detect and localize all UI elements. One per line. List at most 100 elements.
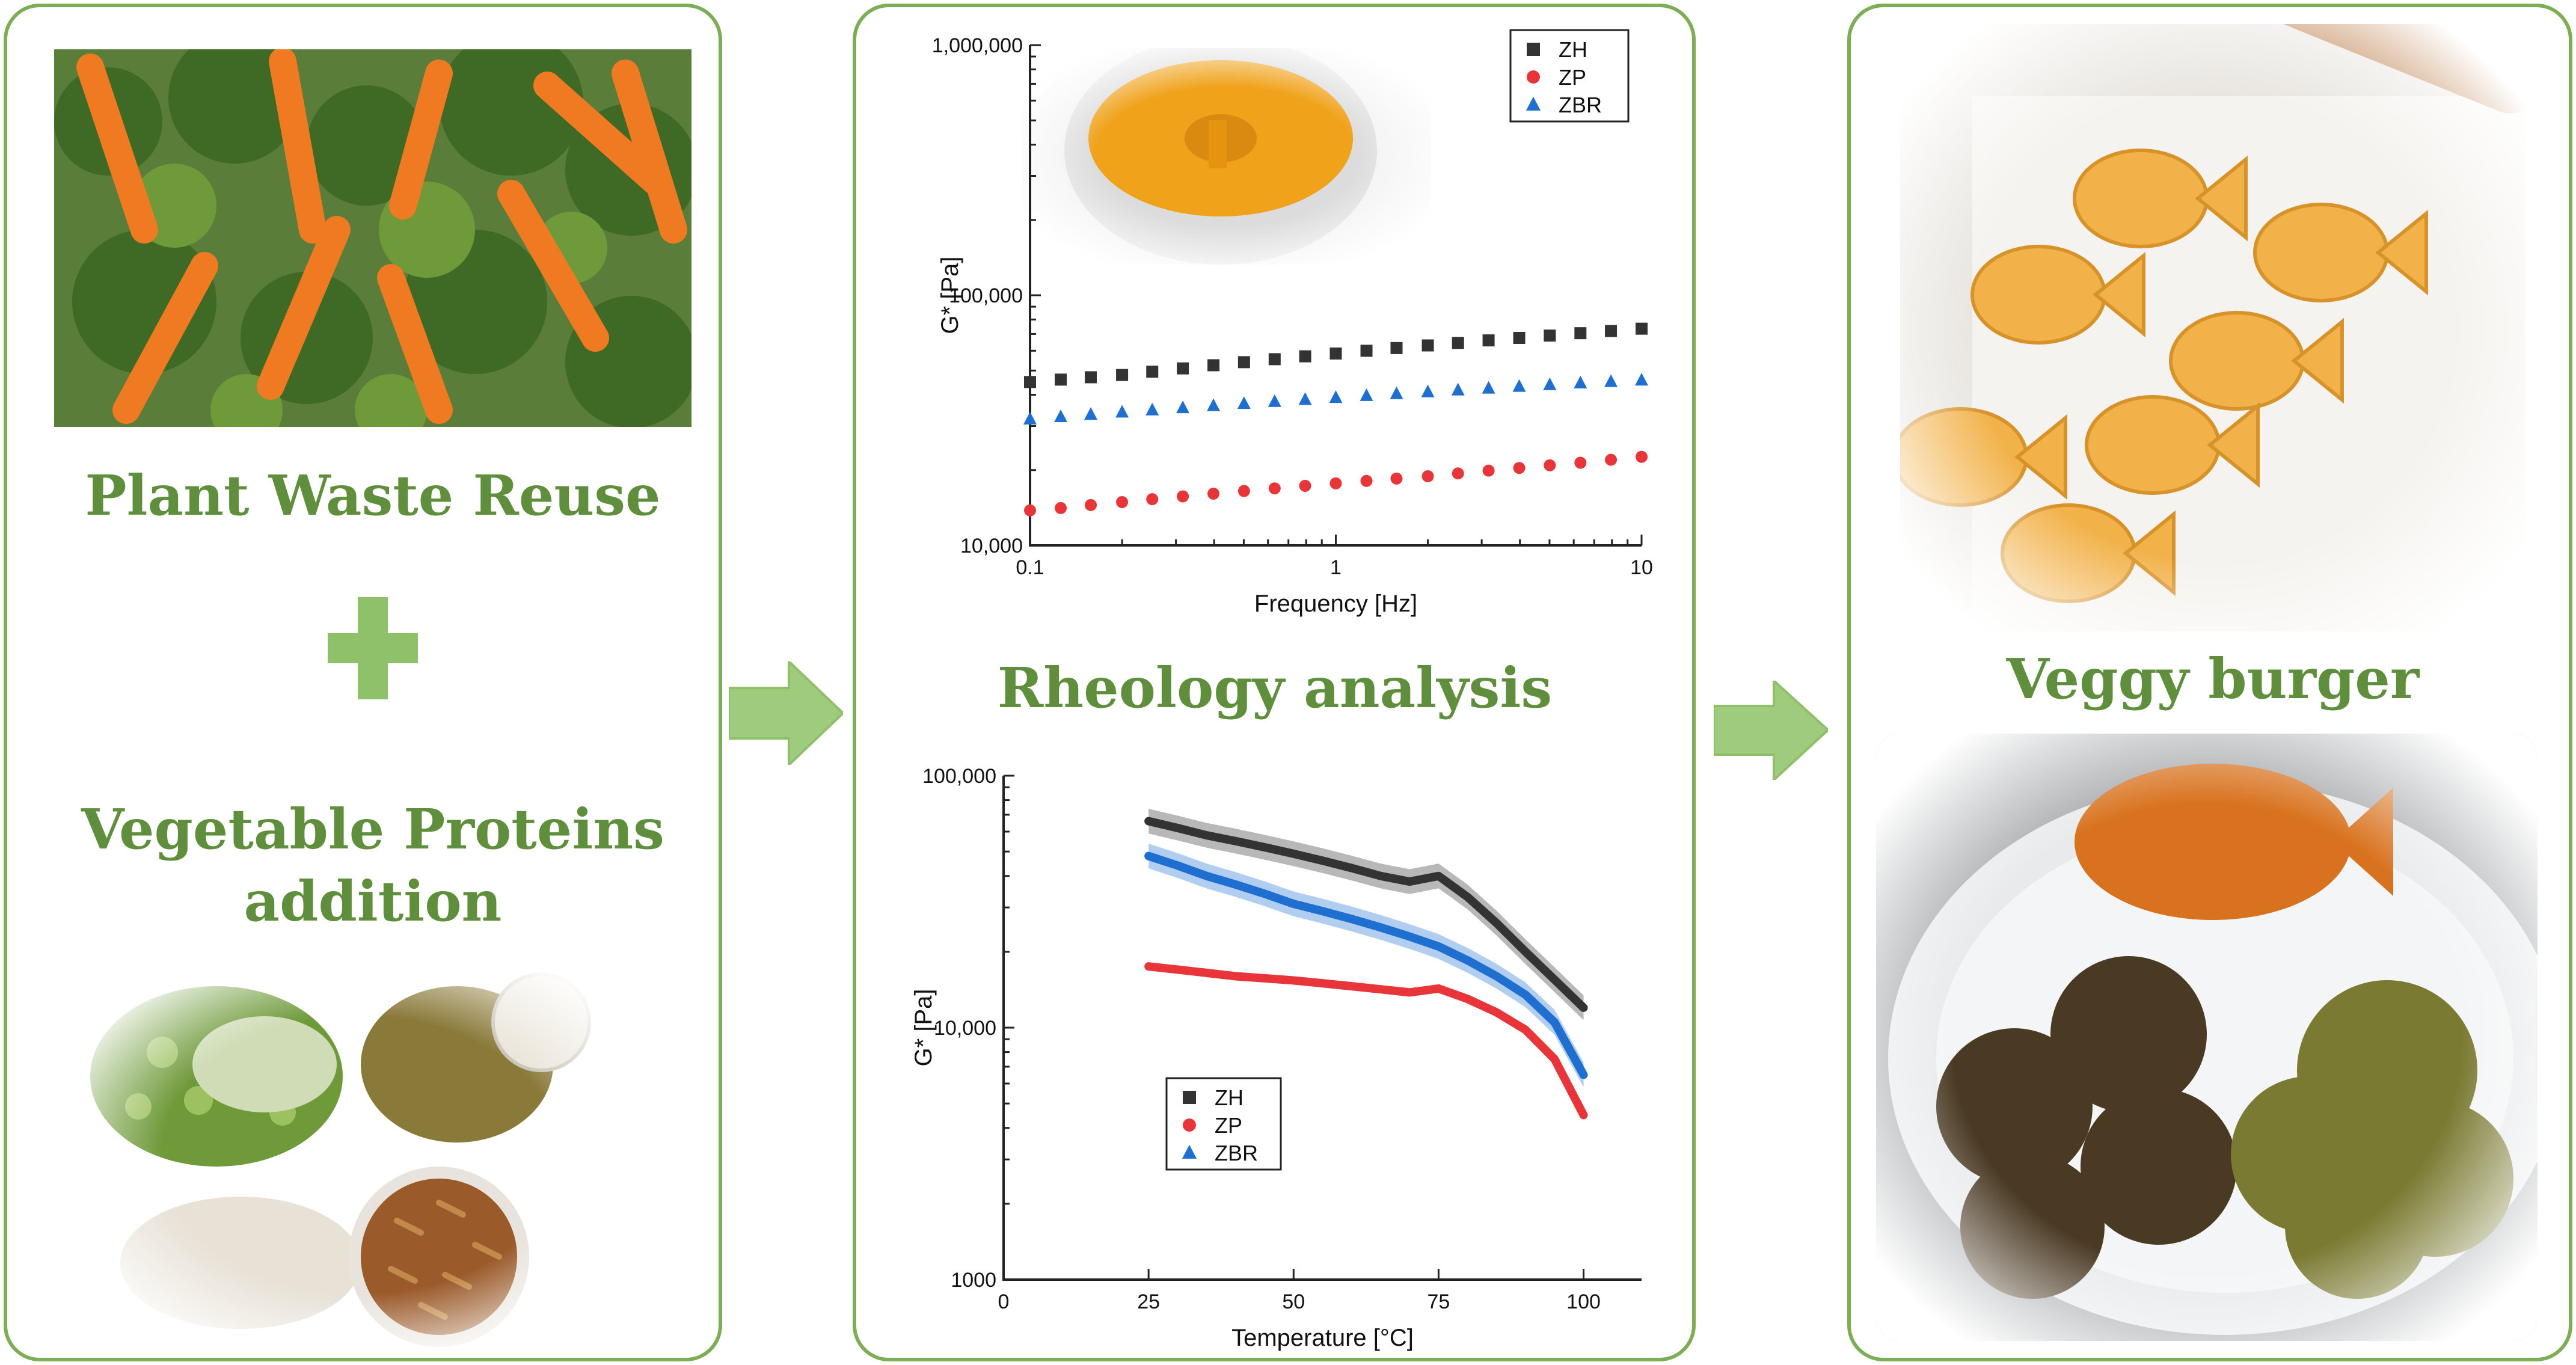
data-point-zbr	[1023, 411, 1037, 425]
data-point-zp	[1636, 450, 1648, 463]
y-tick-label: 10,000	[934, 1017, 996, 1040]
data-point-zp	[1237, 485, 1250, 497]
data-point-zh	[1146, 366, 1159, 378]
data-point-zp	[1482, 464, 1495, 477]
data-point-zp	[1390, 472, 1403, 485]
frequency-chart: 10,000 100,000 1,000,000 0.1 1 10 Frequency [H…	[860, 18, 1690, 619]
data-point-zbr	[1482, 381, 1495, 394]
data-point-zp	[1544, 459, 1556, 471]
data-point-zbr	[1512, 379, 1526, 392]
y-tick-label: 1,000,000	[932, 34, 1023, 57]
data-point-zp	[1513, 462, 1526, 474]
legend-marker-zp	[1183, 1118, 1196, 1132]
data-point-zp	[1116, 495, 1129, 508]
data-point-zh	[1452, 337, 1464, 349]
data-point-zbr	[1176, 400, 1190, 414]
legend-label-zh: ZH	[1215, 1085, 1244, 1110]
data-point-zp	[1605, 453, 1618, 466]
vegetables-photo	[54, 49, 692, 427]
data-point-zh	[1482, 334, 1495, 347]
data-point-zbr	[1115, 405, 1129, 418]
y-tick-label: 100,000	[949, 284, 1023, 307]
data-point-zbr	[1451, 382, 1465, 396]
data-point-zp	[1177, 490, 1189, 503]
legend-label-zp: ZP	[1559, 65, 1586, 90]
data-point-zh	[1421, 339, 1434, 352]
data-point-zh	[1299, 350, 1311, 363]
data-point-zh	[1360, 345, 1373, 357]
x-tick-label: 0.1	[1016, 556, 1044, 579]
plant-waste-reuse-title: Plant Waste Reuse	[85, 463, 661, 528]
x-axis-label: Temperature [°C]	[1231, 1325, 1414, 1351]
data-point-zbr	[1084, 407, 1098, 420]
legend-marker-zbr	[1526, 96, 1541, 111]
data-point-zh	[1237, 356, 1250, 369]
data-point-zp	[1421, 470, 1434, 482]
data-point-zbr	[1329, 390, 1343, 403]
data-point-zp	[1207, 487, 1220, 500]
data-point-zbr	[1268, 394, 1281, 407]
data-point-zbr	[1635, 373, 1648, 386]
x-axis-label: Frequency [Hz]	[1254, 590, 1417, 617]
rheology-analysis-title: Rheology analysis	[997, 655, 1553, 720]
dough-fish-photo	[1900, 24, 2525, 631]
data-point-zp	[1055, 502, 1067, 514]
data-point-zh	[1329, 347, 1342, 360]
legend-label-zh: ZH	[1559, 37, 1587, 62]
data-point-zh	[1544, 330, 1556, 342]
data-point-zbr	[1298, 392, 1312, 405]
vegetable-proteins-title-line1: Vegetable Proteins	[81, 797, 664, 862]
data-point-zp	[1452, 467, 1464, 480]
data-point-zbr	[1421, 384, 1435, 397]
legend-marker-zp	[1527, 70, 1540, 84]
series-zp-line	[1144, 962, 1588, 1120]
x-tick-label: 10	[1630, 556, 1653, 579]
data-point-zbr	[1390, 386, 1403, 399]
data-point-zh	[1268, 353, 1281, 366]
y-tick-label: 10,000	[960, 535, 1023, 557]
data-point-zh	[1024, 376, 1036, 388]
data-point-zh	[1574, 327, 1587, 340]
data-point-zp	[1024, 504, 1036, 517]
y-axis-label: G* [Pa]	[937, 257, 963, 334]
series-zh-line	[1144, 817, 1588, 1012]
series-zbr-line	[1144, 851, 1588, 1079]
data-point-zh	[1636, 322, 1648, 335]
x-tick-label: 50	[1282, 1290, 1305, 1313]
x-tick-label: 1	[1330, 556, 1342, 579]
data-point-zbr	[1360, 388, 1373, 401]
data-point-zh	[1513, 332, 1526, 345]
data-point-zp	[1329, 477, 1342, 489]
x-tick-label: 25	[1137, 1290, 1160, 1313]
data-point-zbr	[1543, 377, 1557, 390]
data-point-zp	[1360, 474, 1373, 487]
data-point-zbr	[1054, 409, 1068, 422]
data-point-zbr	[1145, 402, 1159, 416]
data-point-zh	[1116, 369, 1129, 381]
data-point-zp	[1299, 479, 1311, 492]
data-point-zbr	[1237, 396, 1251, 410]
data-point-zh	[1390, 342, 1403, 354]
arrow-right-icon	[1714, 681, 1828, 780]
legend-label-zp: ZP	[1215, 1113, 1242, 1138]
x-tick-label: 100	[1566, 1290, 1601, 1313]
plus-icon	[328, 597, 418, 699]
data-point-zh	[1207, 359, 1220, 372]
legend-marker-zbr	[1182, 1144, 1197, 1159]
data-point-zbr	[1604, 374, 1618, 387]
y-axis-label: G* [Pa]	[910, 989, 937, 1067]
data-point-zh	[1085, 371, 1097, 384]
data-point-zbr	[1574, 375, 1587, 388]
data-point-zp	[1574, 456, 1587, 469]
data-point-zp	[1085, 498, 1097, 511]
data-point-zbr	[1207, 398, 1221, 411]
vegetable-proteins-title-line2: addition	[244, 869, 502, 934]
data-point-zp	[1146, 493, 1159, 506]
legend-marker-zh	[1183, 1091, 1196, 1104]
legend-label-zbr: ZBR	[1559, 93, 1602, 117]
temperature-chart: 1000 10,000 100,000 0 25 50 75 100 Temperature […	[860, 746, 1690, 1359]
data-point-zp	[1268, 482, 1281, 495]
y-tick-label: 1000	[951, 1269, 996, 1292]
veggy-burger-title: Veggy burger	[2006, 646, 2420, 711]
data-point-zh	[1055, 373, 1067, 386]
